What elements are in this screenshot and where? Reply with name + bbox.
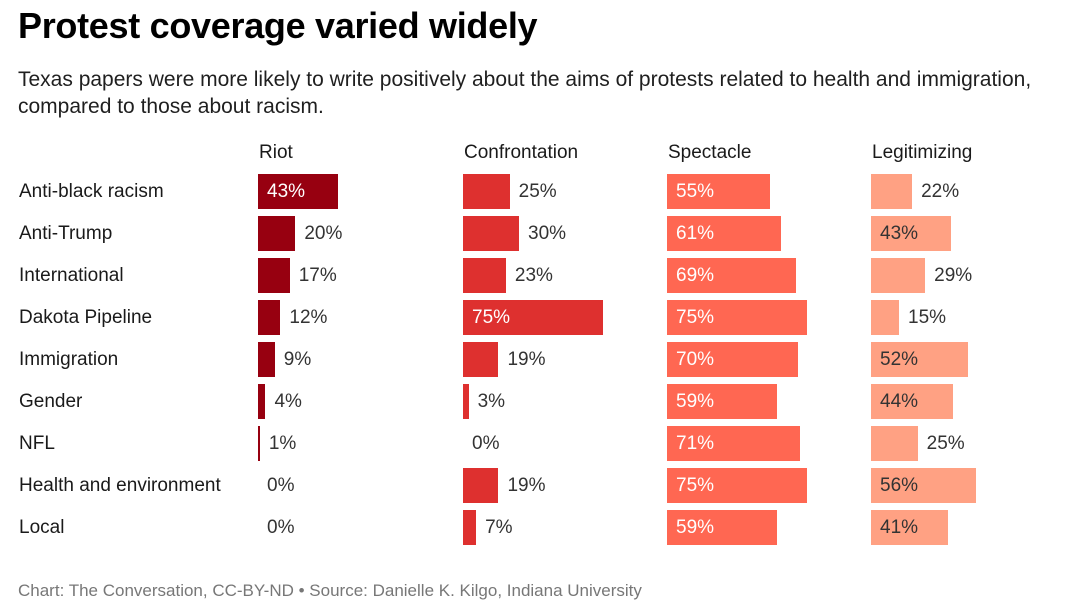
bar-confrontation-health-and-environment bbox=[463, 468, 499, 503]
column-header-confrontation: Confrontation bbox=[464, 142, 579, 163]
data-label-spectacle-anti-black-racism: 55% bbox=[676, 181, 715, 202]
bar-confrontation-anti-black-racism bbox=[463, 174, 510, 209]
data-label-confrontation-anti-black-racism: 25% bbox=[518, 181, 557, 202]
bar-riot-gender bbox=[258, 384, 266, 419]
data-label-spectacle-nfl: 71% bbox=[676, 433, 715, 454]
data-label-spectacle-immigration: 70% bbox=[676, 349, 715, 370]
data-label-spectacle-anti-trump: 61% bbox=[676, 223, 715, 244]
column-header-legitimizing: Legitimizing bbox=[872, 142, 973, 163]
bar-legitimizing-gender bbox=[871, 384, 954, 419]
data-label-legitimizing-dakota-pipeline: 15% bbox=[908, 307, 947, 328]
bar-confrontation-international bbox=[463, 258, 506, 293]
bar-confrontation-local bbox=[463, 510, 477, 545]
data-label-riot-international: 17% bbox=[298, 265, 337, 286]
chart-footer-credit: Chart: The Conversation, CC-BY-ND • Sour… bbox=[18, 581, 642, 600]
data-label-legitimizing-health-and-environment: 56% bbox=[880, 475, 919, 496]
column-header-riot: Riot bbox=[259, 142, 293, 163]
data-label-legitimizing-nfl: 25% bbox=[926, 433, 965, 454]
data-label-spectacle-health-and-environment: 75% bbox=[676, 475, 715, 496]
data-label-confrontation-international: 23% bbox=[514, 265, 553, 286]
data-label-spectacle-local: 59% bbox=[676, 517, 715, 538]
bar-spectacle-immigration bbox=[667, 342, 798, 377]
data-label-confrontation-immigration: 19% bbox=[507, 349, 546, 370]
data-label-riot-health-and-environment: 0% bbox=[267, 475, 295, 496]
bar-riot-dakota-pipeline bbox=[258, 300, 281, 335]
data-label-legitimizing-anti-black-racism: 22% bbox=[921, 181, 960, 202]
data-label-confrontation-local: 7% bbox=[485, 517, 513, 538]
bar-riot-anti-black-racism bbox=[258, 174, 339, 209]
data-label-confrontation-nfl: 0% bbox=[472, 433, 500, 454]
row-label-dakota-pipeline: Dakota Pipeline bbox=[19, 307, 153, 328]
data-label-riot-dakota-pipeline: 12% bbox=[289, 307, 328, 328]
bar-confrontation-gender bbox=[463, 384, 469, 419]
data-label-legitimizing-immigration: 52% bbox=[880, 349, 919, 370]
bar-spectacle-anti-black-racism bbox=[667, 174, 770, 209]
row-label-health-and-environment: Health and environment bbox=[19, 475, 221, 496]
row-label-international: International bbox=[19, 265, 124, 286]
bar-legitimizing-international bbox=[871, 258, 926, 293]
bar-riot-nfl bbox=[258, 426, 260, 461]
data-label-confrontation-anti-trump: 30% bbox=[528, 223, 567, 244]
bar-riot-immigration bbox=[258, 342, 275, 377]
data-label-spectacle-dakota-pipeline: 75% bbox=[676, 307, 715, 328]
bar-legitimizing-immigration bbox=[871, 342, 969, 377]
bar-legitimizing-health-and-environment bbox=[871, 468, 976, 503]
bar-legitimizing-anti-black-racism bbox=[871, 174, 913, 209]
data-label-confrontation-health-and-environment: 19% bbox=[507, 475, 546, 496]
data-label-legitimizing-anti-trump: 43% bbox=[880, 223, 919, 244]
bar-spectacle-dakota-pipeline bbox=[667, 300, 807, 335]
bar-spectacle-nfl bbox=[667, 426, 800, 461]
bar-legitimizing-nfl bbox=[871, 426, 918, 461]
bar-spectacle-anti-trump bbox=[667, 216, 781, 251]
column-header-spectacle: Spectacle bbox=[668, 142, 752, 163]
bar-spectacle-international bbox=[667, 258, 796, 293]
data-label-spectacle-gender: 59% bbox=[676, 391, 715, 412]
data-label-legitimizing-local: 41% bbox=[880, 517, 919, 538]
chart-title: Protest coverage varied widely bbox=[18, 5, 538, 46]
bar-confrontation-anti-trump bbox=[463, 216, 519, 251]
row-label-local: Local bbox=[19, 517, 65, 538]
data-label-legitimizing-international: 29% bbox=[934, 265, 973, 286]
data-label-confrontation-dakota-pipeline: 75% bbox=[472, 307, 511, 328]
row-label-anti-trump: Anti-Trump bbox=[19, 223, 113, 244]
bar-legitimizing-anti-trump bbox=[871, 216, 952, 251]
bar-spectacle-health-and-environment bbox=[667, 468, 807, 503]
data-label-riot-immigration: 9% bbox=[283, 349, 312, 370]
data-label-riot-local: 0% bbox=[267, 517, 295, 538]
data-label-riot-anti-trump: 20% bbox=[304, 223, 343, 244]
data-label-legitimizing-gender: 44% bbox=[880, 391, 919, 412]
row-label-gender: Gender bbox=[19, 391, 83, 412]
bar-riot-anti-trump bbox=[258, 216, 296, 251]
data-label-spectacle-international: 69% bbox=[676, 265, 715, 286]
chart-subtitle: Texas papers were more likely to write p… bbox=[18, 68, 1032, 118]
data-label-confrontation-gender: 3% bbox=[477, 391, 506, 412]
bar-spectacle-gender bbox=[667, 384, 778, 419]
bar-spectacle-local bbox=[667, 510, 778, 545]
bar-confrontation-dakota-pipeline bbox=[463, 300, 603, 335]
bar-legitimizing-local bbox=[871, 510, 948, 545]
data-label-riot-anti-black-racism: 43% bbox=[267, 181, 306, 202]
row-label-nfl: NFL bbox=[19, 433, 55, 454]
bar-legitimizing-dakota-pipeline bbox=[871, 300, 899, 335]
data-label-riot-gender: 4% bbox=[274, 391, 302, 412]
data-label-riot-nfl: 1% bbox=[268, 433, 297, 454]
row-label-anti-black-racism: Anti-black racism bbox=[19, 181, 164, 202]
row-label-immigration: Immigration bbox=[19, 349, 119, 370]
bar-confrontation-immigration bbox=[463, 342, 499, 377]
bar-riot-international bbox=[258, 258, 290, 293]
